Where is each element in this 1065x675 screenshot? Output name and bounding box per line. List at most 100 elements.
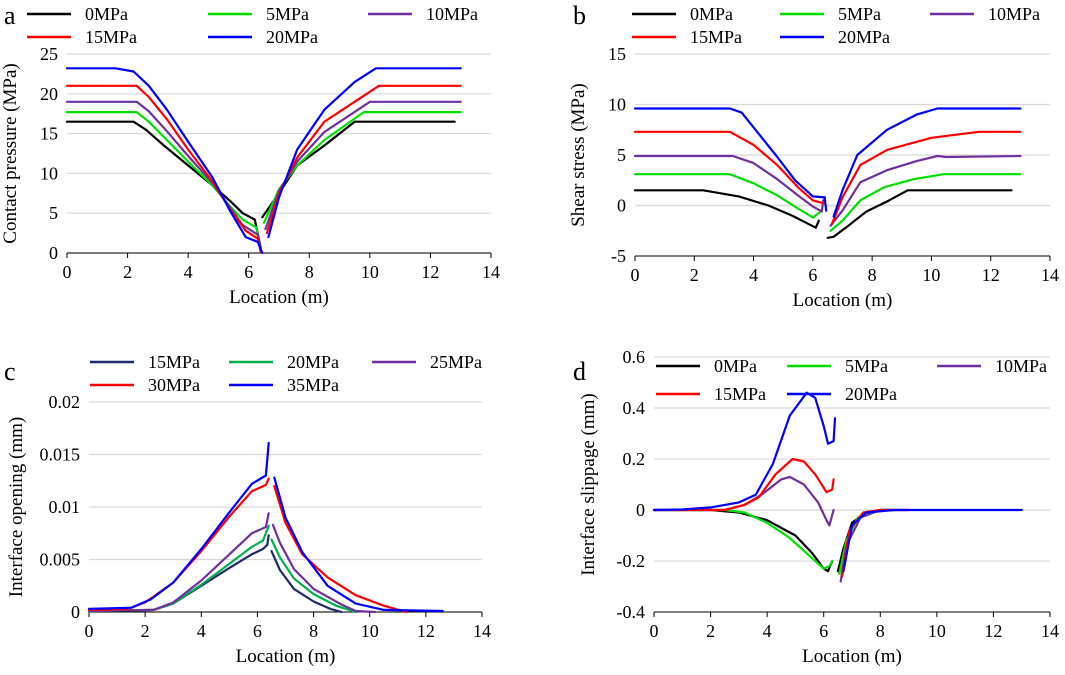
series-line-15MPa <box>652 457 835 512</box>
legend-label: 10MPa <box>988 4 1040 24</box>
y-tick-label: 10 <box>40 163 58 183</box>
series-line-0MPa <box>652 508 834 573</box>
series-line-20MPa <box>270 538 357 614</box>
series-line-15MPa <box>265 84 462 235</box>
y-tick-label: 0.4 <box>623 398 646 418</box>
x-tick-label: 12 <box>417 621 435 641</box>
y-tick-label: 0.015 <box>40 445 81 465</box>
panel-letter: d <box>573 357 586 386</box>
x-tick-label: 14 <box>1041 621 1059 641</box>
series-line-10MPa <box>829 154 1022 227</box>
x-tick-label: 0 <box>85 621 94 641</box>
series-line-20MPa <box>633 107 828 212</box>
series-line-20MPa <box>652 391 837 512</box>
series-line-30MPa <box>273 484 408 614</box>
panel-letter: c <box>4 357 16 386</box>
legend-label: 0MPa <box>690 4 733 24</box>
series-line-15MPa <box>831 130 1022 225</box>
x-tick-label: 10 <box>922 265 940 285</box>
series-line-0MPa <box>826 189 1013 239</box>
x-tick-label: 12 <box>984 621 1002 641</box>
x-tick-label: 2 <box>141 621 150 641</box>
x-tick-label: 2 <box>706 621 715 641</box>
y-tick-label: 25 <box>40 44 58 64</box>
y-tick-label: -0.4 <box>617 602 646 622</box>
x-tick-label: 14 <box>482 262 500 282</box>
legend-label: 10MPa <box>995 356 1047 376</box>
x-tick-label: 12 <box>421 262 439 282</box>
legend-label: 25MPa <box>430 352 482 372</box>
x-tick-label: 2 <box>690 265 699 285</box>
x-tick-label: 6 <box>819 621 828 641</box>
y-tick-label: 15 <box>40 124 58 144</box>
series-line-5MPa <box>652 508 834 570</box>
series-line-10MPa <box>65 100 262 253</box>
x-tick-label: 14 <box>1041 265 1059 285</box>
x-tick-label: 4 <box>197 621 206 641</box>
legend-label: 5MPa <box>266 4 309 24</box>
series-line-10MPa <box>633 154 825 213</box>
y-tick-label: -5 <box>611 246 626 266</box>
x-tick-label: 8 <box>305 262 314 282</box>
y-tick-label: 20 <box>40 84 58 104</box>
y-tick-label: -0.2 <box>617 551 646 571</box>
legend: 0MPa 5MPa 10MPa 15MPa 20MPa <box>27 4 478 47</box>
legend-label: 15MPa <box>85 27 137 47</box>
y-tick-label: 0.01 <box>49 497 81 517</box>
x-tick-label: 4 <box>184 262 193 282</box>
series-line-15MPa <box>633 130 826 205</box>
y-tick-label: 5 <box>617 145 626 165</box>
series-line-5MPa <box>65 111 262 252</box>
y-axis-label: Interface opening (mm) <box>6 417 27 597</box>
panel-d: d -0.4 -0.2 0 0.2 0.4 0.6 0 2 4 6 8 10 12 14 Location (… <box>573 347 1059 667</box>
x-tick-label: 6 <box>808 265 817 285</box>
series-line-20MPa <box>65 67 264 255</box>
x-tick-label: 10 <box>928 621 946 641</box>
x-tick-label: 4 <box>763 621 772 641</box>
y-tick-label: 5 <box>49 203 58 223</box>
x-tick-label: 0 <box>631 265 640 285</box>
series-line-35MPa <box>273 476 444 613</box>
series-line-15MPa <box>65 84 262 254</box>
y-tick-label: 0 <box>617 196 626 216</box>
y-axis-label: Contact pressure (MPa) <box>0 63 21 243</box>
x-axis-label: Location (m) <box>229 287 329 308</box>
panel-letter: a <box>4 1 16 30</box>
x-tick-label: 8 <box>309 621 318 641</box>
panel-c: c 0 0.005 0.01 0.015 0.02 0 2 4 6 8 10 12 14 Location … <box>4 352 491 667</box>
x-tick-label: 0 <box>650 621 659 641</box>
panel-letter: b <box>573 1 586 30</box>
x-tick-label: 10 <box>361 262 379 282</box>
x-tick-label: 6 <box>253 621 262 641</box>
legend-label: 5MPa <box>845 356 888 376</box>
legend-label: 0MPa <box>85 4 128 24</box>
x-axis-label: Location (m) <box>802 646 902 667</box>
series-line-15MPa <box>841 508 910 578</box>
y-axis-label: Shear stress (MPa) <box>568 83 589 227</box>
y-tick-label: 0 <box>71 602 80 622</box>
legend-label: 15MPa <box>714 384 766 404</box>
legend-label: 20MPa <box>845 384 897 404</box>
y-tick-label: 15 <box>608 44 626 64</box>
series-line-10MPa <box>839 508 910 583</box>
legend-label: 0MPa <box>714 356 757 376</box>
series-line-0MPa <box>65 120 262 250</box>
y-tick-label: 10 <box>608 95 626 115</box>
x-tick-label: 0 <box>63 262 72 282</box>
x-tick-label: 2 <box>123 262 132 282</box>
series-line-5MPa <box>829 173 1022 232</box>
legend: 15MPa 20MPa 25MPa 30MPa 35MPa <box>90 352 482 395</box>
y-tick-label: 0 <box>49 243 58 263</box>
y-tick-label: 0.02 <box>49 392 81 412</box>
legend-label: 10MPa <box>426 4 478 24</box>
x-tick-label: 8 <box>876 621 885 641</box>
series-line-35MPa <box>87 441 270 610</box>
x-tick-label: 6 <box>244 262 253 282</box>
x-axis-label: Location (m) <box>236 646 336 667</box>
y-tick-label: 0.005 <box>40 550 81 570</box>
legend-label: 30MPa <box>148 375 200 395</box>
x-axis-label: Location (m) <box>793 290 893 311</box>
y-tick-label: 0 <box>636 500 645 520</box>
